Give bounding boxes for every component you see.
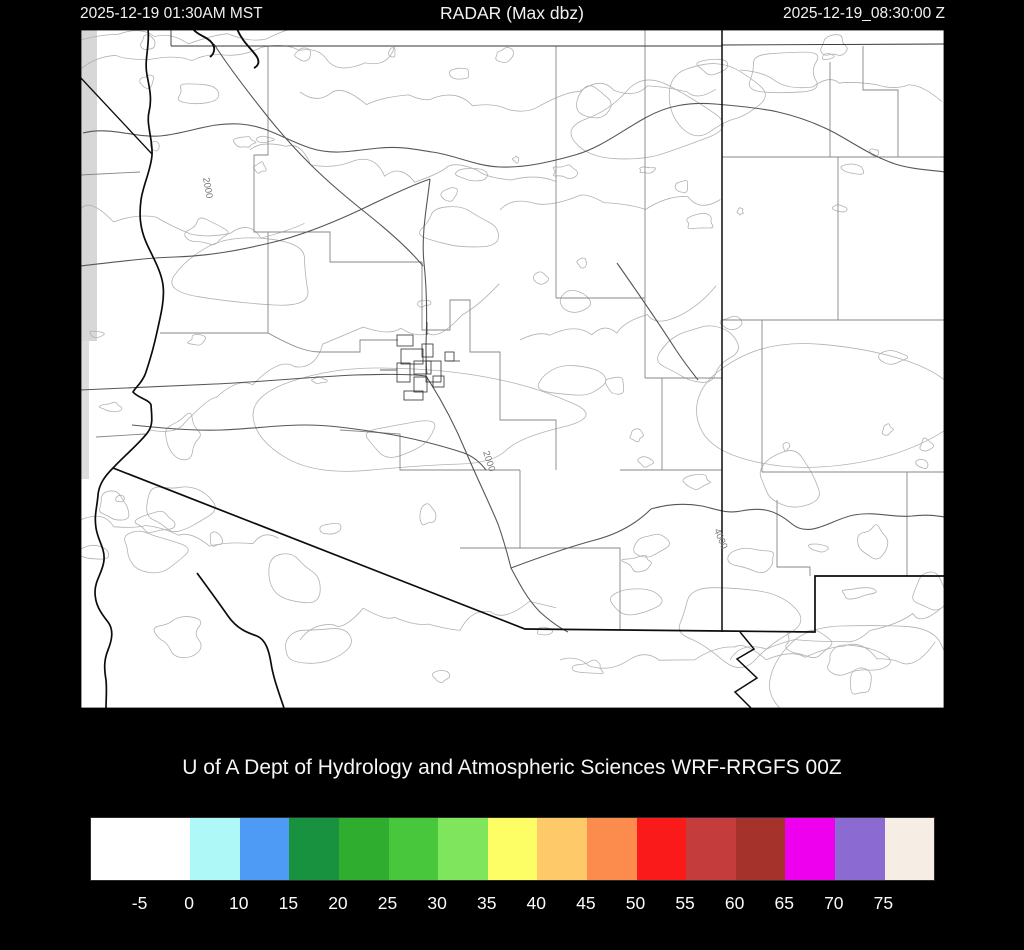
- colorbar-segment: [140, 818, 191, 880]
- colorbar-tick-label: 65: [774, 893, 794, 913]
- map-frame: [80, 29, 945, 709]
- colorbar-segment: [388, 818, 439, 880]
- colorbar-tick-label: 55: [675, 893, 695, 913]
- colorbar-tick-label: 35: [476, 893, 497, 913]
- valid-time-local: 2025-12-19 01:30AM MST: [80, 5, 263, 22]
- model-domain-edge-tail: [80, 341, 89, 479]
- colorbar-tick-label: 15: [278, 893, 299, 913]
- colorbar-tick-label: 25: [377, 893, 398, 913]
- colorbar-segment: [338, 818, 389, 880]
- colorbar-segment: [537, 818, 587, 880]
- colorbar-segment: [586, 818, 637, 880]
- valid-time-utc: 2025-12-19_08:30:00 Z: [782, 5, 945, 22]
- colorbar-segment: [735, 818, 786, 880]
- colorbar-segment: [91, 818, 141, 880]
- dbz-colorbar-ticks: -5 0 10 15 20 25 30 35 40 45 50 55 60 65 70 75: [90, 891, 933, 915]
- colorbar-segment: [289, 818, 339, 880]
- colorbar-tick-label: 50: [625, 893, 646, 913]
- colorbar-tick-label: 0: [184, 893, 195, 913]
- colorbar-tick-label: 60: [724, 893, 745, 913]
- page-title: RADAR (Max dbz): [440, 3, 584, 23]
- colorbar-tick-label: 30: [427, 893, 447, 913]
- radar-map: 2000 2000 4000: [79, 28, 946, 710]
- colorbar-tick-label: 45: [576, 893, 596, 913]
- colorbar-segment: [834, 818, 885, 880]
- colorbar-segment: [239, 818, 290, 880]
- model-domain-edge: [80, 29, 97, 341]
- colorbar-tick-label: 20: [328, 893, 348, 913]
- colorbar-segment: [636, 818, 687, 880]
- colorbar-tick-label: -5: [131, 893, 148, 913]
- state-boundaries: [80, 29, 945, 709]
- caption: U of A Dept of Hydrology and Atmospheric…: [182, 756, 842, 779]
- colorbar-tick-label: 40: [526, 893, 547, 913]
- colorbar-tick-label: 10: [229, 893, 249, 913]
- colorbar-segment: [686, 818, 736, 880]
- elevation-contours: [80, 29, 945, 709]
- contour-label-2000-a: 2000: [200, 177, 215, 200]
- colorbar-tick-label: 70: [824, 893, 844, 913]
- colorbar-segment: [884, 818, 935, 880]
- colorbar-tick-label: 75: [873, 893, 894, 913]
- county-boundaries: [80, 29, 945, 631]
- colorbar-segment: [487, 818, 538, 880]
- colorbar-segment: [438, 818, 488, 880]
- phoenix-metro-grid: [380, 322, 460, 401]
- colorbar-segment: [190, 818, 240, 880]
- colorbar-segment: [785, 818, 835, 880]
- contour-label-4000: 4000: [711, 527, 729, 551]
- highways-and-rivers: [80, 43, 945, 633]
- dbz-colorbar: [90, 817, 935, 881]
